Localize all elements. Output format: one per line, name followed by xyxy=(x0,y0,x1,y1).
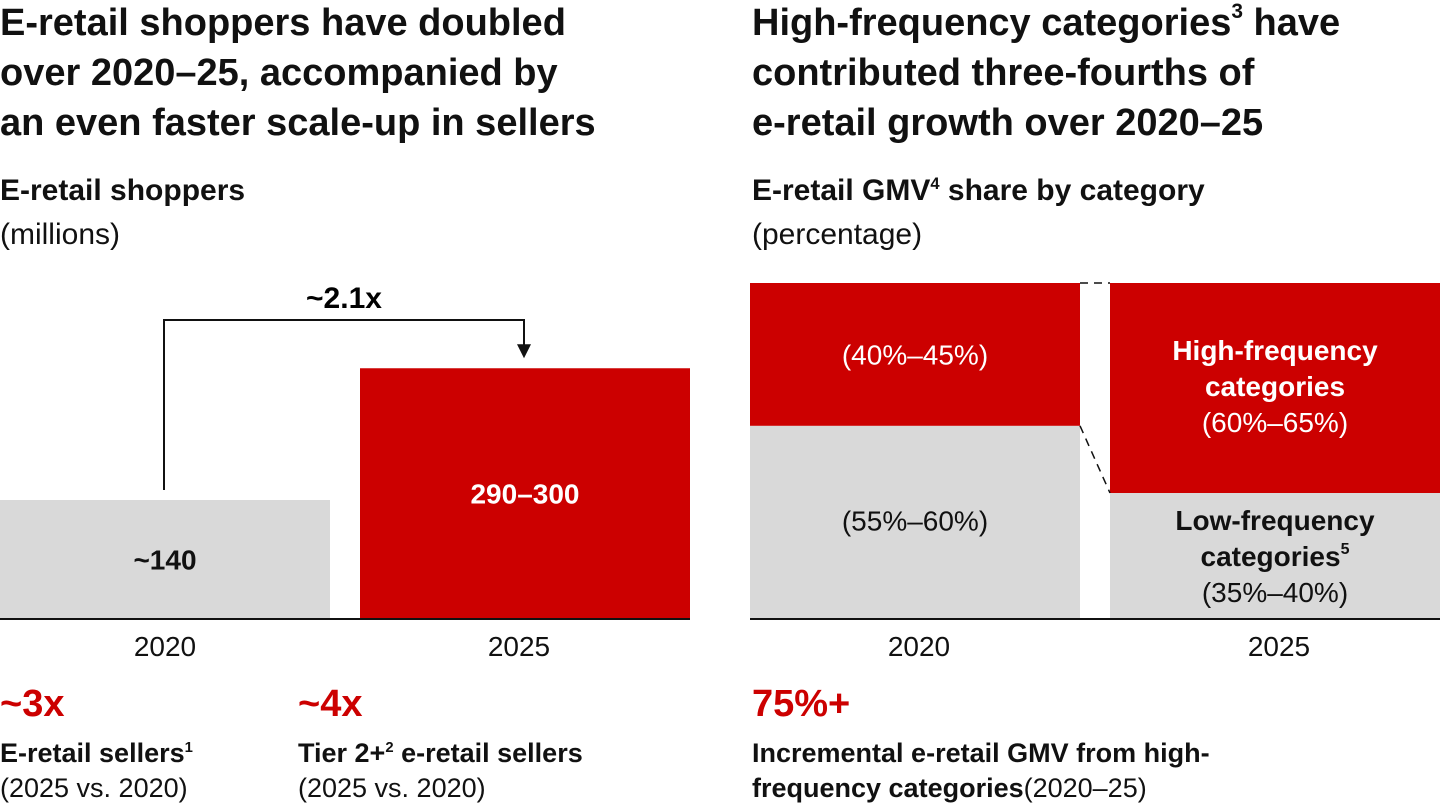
footnote-4-marker: 4 xyxy=(930,175,940,193)
right-headline: High-frequency categories3 have contribu… xyxy=(752,0,1340,148)
kpi-incremental-gmv-label-sub: (2020–25) xyxy=(1023,773,1147,803)
segment-label-high-2020: (40%–45%) xyxy=(842,339,988,370)
bar-high-frequency-2020 xyxy=(750,283,1080,426)
right-chart-title-text: E-retail GMV xyxy=(752,174,931,207)
left-headline-line-1: E-retail shoppers have doubled xyxy=(0,2,566,44)
segment-name-low-2025-line-1: Low-frequency xyxy=(1175,505,1375,536)
kpi-tier2-sellers-label: Tier 2+2 e-retail sellers xyxy=(298,736,583,770)
left-headline: E-retail shoppers have doubled over 2020… xyxy=(0,0,596,148)
segment-connector-line xyxy=(1079,425,1111,494)
shoppers-bar-chart: ~2.1x ~140 2020 290–300 2025 xyxy=(0,282,690,662)
right-headline-line-1-rest: have xyxy=(1242,2,1341,44)
growth-arrow-head xyxy=(517,344,531,359)
segment-name-high-2025-line-2: categories xyxy=(1205,371,1345,402)
bar-value-label-2020: ~140 xyxy=(133,545,196,576)
kpi-sellers-label: E-retail sellers1 xyxy=(0,736,193,770)
kpi-tier2-sellers-sub: (2025 vs. 2020) xyxy=(298,773,486,803)
kpi-incremental-gmv-label-line-2: frequency categories(2020–25) xyxy=(752,771,1147,805)
bar-2020 xyxy=(0,500,330,619)
right-headline-line-1: High-frequency categories3 have xyxy=(752,0,1340,48)
x-tick-label-2020: 2020 xyxy=(134,631,196,662)
kpi-sellers-label-text: E-retail sellers xyxy=(0,738,185,768)
footnote-3-marker: 3 xyxy=(1231,0,1243,24)
kpi-tier2-sellers-value: ~4x xyxy=(298,683,363,725)
left-chart-unit: (millions) xyxy=(0,218,120,251)
right-chart-unit: (percentage) xyxy=(752,218,923,251)
segment-label-low-2025: (35%–40%) xyxy=(1202,577,1348,608)
x-tick-label-2025: 2025 xyxy=(1248,631,1310,662)
kpi-incremental-gmv-label-bold: frequency categories xyxy=(752,773,1024,803)
right-chart-title-rest: share by category xyxy=(939,174,1205,207)
footnote-1-marker: 1 xyxy=(184,740,193,756)
right-headline-line-2: contributed three-fourths of xyxy=(752,52,1255,94)
kpi-tier2-label-text: Tier 2+ xyxy=(298,738,386,768)
x-tick-label-2025: 2025 xyxy=(488,631,550,662)
footnote-5-marker: 5 xyxy=(1341,541,1350,558)
kpi-incremental-gmv-value: 75%+ xyxy=(752,683,851,725)
left-headline-line-3: an even faster scale-up in sellers xyxy=(0,102,596,144)
right-headline-line-3: e-retail growth over 2020–25 xyxy=(752,102,1264,144)
bar-2025 xyxy=(360,368,690,619)
left-headline-line-2: over 2020–25, accompanied by xyxy=(0,52,558,94)
kpi-sellers-value: ~3x xyxy=(0,683,65,725)
footnote-2-marker: 2 xyxy=(385,740,394,756)
x-tick-label-2020: 2020 xyxy=(888,631,950,662)
growth-multiplier-label: ~2.1x xyxy=(306,282,382,315)
bar-high-frequency-2025 xyxy=(1110,283,1440,493)
growth-arrow xyxy=(163,319,525,490)
bar-value-label-2025: 290–300 xyxy=(470,479,579,510)
right-chart-title: E-retail GMV4 share by category xyxy=(752,171,1205,211)
gmv-share-stacked-chart: (40%–45%) (55%–60%) 2020 High-frequency cate… xyxy=(750,282,1440,662)
kpi-sellers-sub: (2025 vs. 2020) xyxy=(0,773,188,803)
segment-label-high-2025: (60%–65%) xyxy=(1202,407,1348,438)
segment-name-high-2025-line-1: High-frequency xyxy=(1172,335,1378,366)
bar-low-frequency-2020 xyxy=(750,425,1080,619)
kpi-incremental-gmv-label-line-1: Incremental e-retail GMV from high- xyxy=(752,738,1210,768)
left-chart-title: E-retail shoppers xyxy=(0,174,246,207)
segment-label-low-2020: (55%–60%) xyxy=(842,505,988,536)
segment-name-low-2025-line-2: categories5 xyxy=(1201,541,1350,572)
bar-low-frequency-2025 xyxy=(1110,493,1440,619)
right-headline-line-1-text: High-frequency categories xyxy=(752,2,1232,44)
kpi-tier2-label-rest: e-retail sellers xyxy=(393,738,583,768)
